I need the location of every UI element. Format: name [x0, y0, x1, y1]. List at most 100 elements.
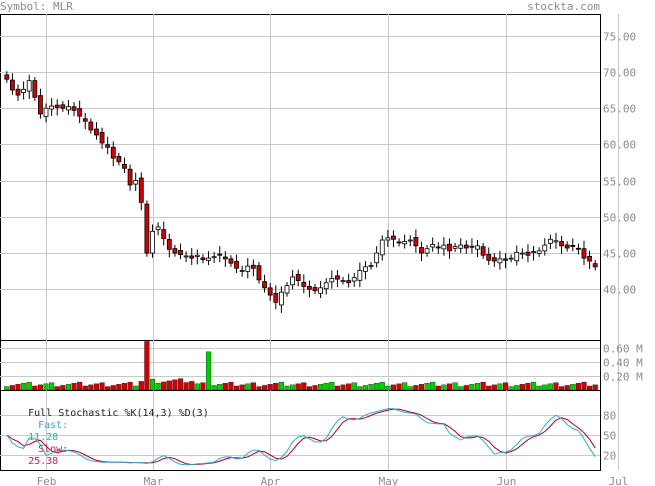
volume-bar — [183, 382, 189, 391]
volume-bar — [138, 381, 144, 391]
volume-bar — [547, 383, 553, 391]
price-tick-label: 70.00 — [603, 67, 636, 80]
fast-stochastic-line — [6, 408, 596, 466]
candle-body — [346, 280, 352, 284]
candle-body — [245, 265, 251, 272]
volume-bar — [413, 385, 419, 391]
candle-body — [458, 244, 464, 249]
candle-body — [239, 270, 245, 272]
candle-body — [189, 255, 195, 259]
candle-body — [250, 264, 256, 269]
candle-body — [222, 256, 228, 260]
candle-body — [234, 261, 239, 269]
candle-body — [200, 257, 206, 260]
stochastic-title: Full Stochastic %K(14,3) %D(3) — [28, 408, 209, 419]
candle-body — [54, 104, 60, 108]
candle-body — [127, 168, 133, 186]
volume-bar — [267, 384, 273, 391]
candle-body — [323, 282, 329, 290]
site-name[interactable]: stockta.com — [527, 0, 600, 13]
candle-body — [256, 265, 262, 281]
volume-bar — [430, 381, 436, 391]
candle-body — [519, 252, 525, 255]
price-tick-label: 50.00 — [603, 212, 636, 225]
volume-bar — [295, 383, 301, 391]
candle-body — [15, 88, 21, 96]
volume-bar — [43, 383, 49, 391]
volume-bar — [519, 384, 525, 391]
fast-label: Fast: — [38, 420, 69, 431]
volume-bar — [553, 382, 559, 391]
candle-body — [525, 251, 531, 256]
candle-body — [318, 287, 324, 294]
candle-body — [43, 107, 49, 117]
symbol-label: Symbol: MLR — [0, 0, 73, 13]
candle-body — [486, 253, 492, 261]
candle-body — [547, 238, 553, 244]
volume-bar — [172, 379, 178, 391]
candle-body — [133, 180, 139, 185]
volume-bar — [587, 385, 593, 391]
month-tick-label: Jun — [497, 475, 517, 486]
volume-bar — [435, 385, 441, 391]
volume-bar — [121, 383, 128, 391]
candle-body — [144, 203, 150, 254]
candle-body — [491, 257, 497, 262]
candle-body — [497, 258, 503, 264]
candle-body — [138, 177, 144, 203]
candle-body — [88, 121, 94, 131]
candle-body — [10, 79, 15, 91]
volume-bar — [323, 383, 329, 391]
price-tick-label: 40.00 — [603, 284, 636, 297]
volume-bar — [4, 386, 10, 391]
candle-body — [116, 156, 122, 163]
volume-bar — [133, 385, 139, 391]
candle-body — [564, 244, 570, 249]
volume-bar — [452, 382, 458, 391]
price-tick-label: 45.00 — [603, 248, 636, 261]
volume-bar — [390, 384, 397, 391]
candle-body — [407, 239, 413, 242]
candle-body — [21, 88, 27, 93]
volume-bar — [49, 382, 55, 391]
volume-bar — [508, 386, 514, 391]
volume-bar — [340, 384, 346, 391]
candle-body — [396, 241, 402, 244]
volume-bar — [71, 383, 77, 391]
volume-bar — [166, 380, 172, 391]
volume-bar — [570, 384, 576, 391]
volume-bar — [32, 385, 38, 391]
price-tick-label: 55.00 — [603, 176, 636, 189]
candle-body — [267, 287, 273, 296]
volume-bar — [155, 382, 161, 391]
volume-bar — [368, 384, 374, 391]
candle-body — [536, 250, 542, 254]
volume-bar — [491, 384, 497, 391]
candle-body — [340, 280, 346, 282]
volume-bar — [446, 383, 453, 391]
volume-bar — [531, 381, 537, 391]
candle-body — [581, 248, 587, 259]
candle-body — [335, 275, 340, 280]
candle-body — [194, 254, 200, 257]
volume-bar — [93, 383, 100, 391]
volume-bar — [441, 384, 447, 391]
candle-body — [150, 230, 155, 254]
volume-bar — [82, 385, 88, 391]
volume-bar — [418, 384, 425, 391]
month-tick-label: Apr — [261, 475, 281, 486]
volume-bar — [346, 383, 352, 391]
volume-bar — [469, 384, 475, 391]
volume-bar — [407, 386, 413, 391]
candle-body — [26, 80, 32, 92]
volume-bar — [497, 383, 503, 391]
volume-bar — [592, 384, 598, 391]
candle-body — [587, 255, 592, 262]
candle-body — [301, 281, 307, 287]
candle-body — [329, 278, 335, 283]
volume-bar — [284, 385, 290, 391]
candle-body — [463, 244, 469, 249]
price-tick-label: 60.00 — [603, 139, 636, 152]
candle-body — [553, 240, 559, 243]
volume-bar — [542, 384, 548, 391]
